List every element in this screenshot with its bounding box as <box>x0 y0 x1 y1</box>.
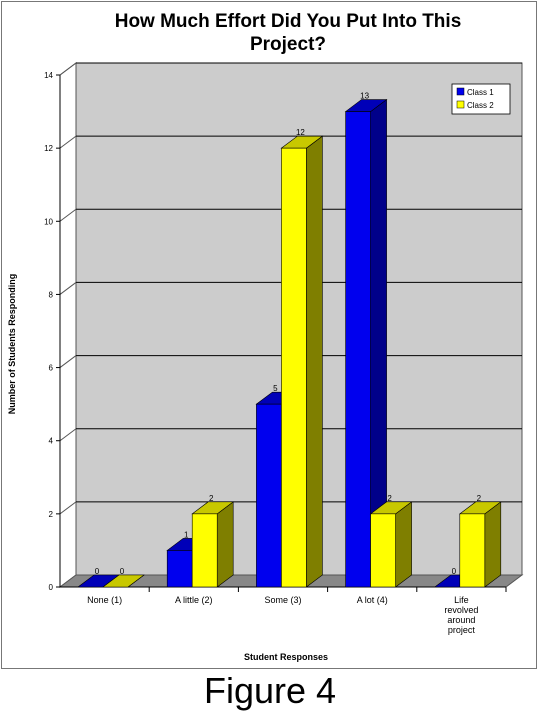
y-tick-label: 0 <box>49 583 54 592</box>
bar <box>281 147 307 588</box>
x-tick-label: Life revolved around project <box>444 595 478 635</box>
bar-side <box>484 501 502 588</box>
chart-title-line-1: How Much Effort Did You Put Into This <box>115 11 462 32</box>
gridline-side <box>59 135 77 149</box>
bar <box>256 403 282 588</box>
figure-caption: Figure 4 <box>203 670 337 711</box>
x-tick-label: A lot (4) <box>357 595 388 605</box>
x-tick-label: None (1) <box>87 595 122 605</box>
data-label: 5 <box>273 384 278 393</box>
data-label: 2 <box>387 494 392 503</box>
legend-label: Class 2 <box>467 101 494 110</box>
data-label: 2 <box>209 494 214 503</box>
y-axis-label: Number of Students Responding <box>7 274 17 415</box>
legend: Class 1 Class 2 <box>451 83 511 115</box>
legend-swatch <box>456 87 465 96</box>
data-label: 0 <box>95 567 100 576</box>
bar <box>345 111 371 588</box>
x-axis-label: Student Responses <box>244 652 328 662</box>
gridline-side <box>59 428 77 442</box>
legend-swatch <box>456 100 465 109</box>
y-tick-label: 4 <box>49 437 54 446</box>
bar-top <box>102 574 145 588</box>
data-label: 2 <box>477 494 482 503</box>
bar <box>166 550 193 588</box>
gridline-side <box>59 501 77 515</box>
y-tick-label: 10 <box>44 217 53 226</box>
y-tick-label: 12 <box>44 144 53 153</box>
gridline-side <box>59 282 77 295</box>
y-tick-label: 6 <box>49 364 54 373</box>
gridline-side <box>59 208 77 222</box>
bar <box>191 513 218 588</box>
x-tick-label: Some (3) <box>264 595 301 605</box>
bar-side <box>306 135 323 588</box>
bar <box>459 513 486 588</box>
chart-title-line-2: Project? <box>250 34 326 55</box>
data-label: 13 <box>360 92 369 101</box>
data-label: 0 <box>120 567 125 576</box>
y-tick-label: 8 <box>49 290 54 299</box>
gridline-side <box>59 62 77 76</box>
bar-side <box>216 501 234 588</box>
gridline-side <box>59 355 77 368</box>
data-label: 1 <box>184 530 189 539</box>
y-tick-label: 14 <box>44 71 53 80</box>
data-label: 12 <box>296 128 305 137</box>
data-label: 0 <box>452 567 457 576</box>
x-tick-label: A little (2) <box>175 595 213 605</box>
bar-chart: How Much Effort Did You Put Into This Pr… <box>7 11 524 662</box>
bar <box>370 513 396 588</box>
legend-label: Class 1 <box>467 88 494 97</box>
bar-side <box>395 501 412 588</box>
y-tick-label: 2 <box>49 510 54 519</box>
